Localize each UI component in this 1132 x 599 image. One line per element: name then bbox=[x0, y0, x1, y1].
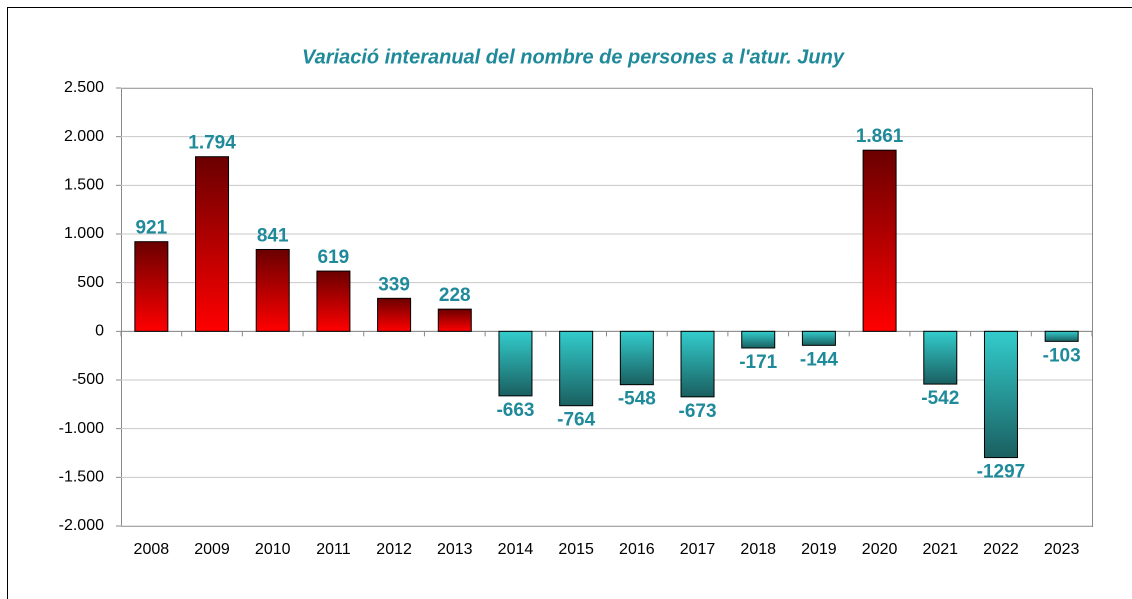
y-tick-label: 2.500 bbox=[64, 79, 104, 96]
y-tick-label: -2.000 bbox=[59, 517, 104, 534]
data-label: -663 bbox=[496, 400, 534, 421]
x-tick-label: 2009 bbox=[194, 541, 230, 558]
x-tick-label: 2014 bbox=[498, 541, 534, 558]
bar bbox=[801, 330, 836, 346]
data-label: 1.794 bbox=[188, 133, 236, 154]
x-tick-label: 2015 bbox=[558, 541, 594, 558]
data-label: 228 bbox=[439, 285, 471, 306]
x-tick-label: 2011 bbox=[316, 541, 351, 558]
x-tick-label: 2010 bbox=[255, 541, 291, 558]
data-label: 619 bbox=[318, 247, 350, 268]
x-tick-label: 2020 bbox=[862, 541, 898, 558]
bar bbox=[741, 330, 776, 349]
data-label: -542 bbox=[921, 388, 959, 409]
bar bbox=[255, 248, 290, 332]
y-tick-label: 0 bbox=[95, 323, 104, 340]
x-tick-label: 2018 bbox=[740, 541, 776, 558]
bar bbox=[437, 308, 472, 332]
y-tick-label: -500 bbox=[72, 371, 104, 388]
data-label: 921 bbox=[135, 218, 167, 239]
y-tick-label: 2.000 bbox=[64, 128, 104, 145]
data-label: -1297 bbox=[977, 462, 1026, 483]
data-label: -673 bbox=[679, 401, 717, 422]
bar bbox=[619, 330, 654, 386]
y-tick-label: 1.500 bbox=[64, 177, 104, 194]
chart-title: Variació interanual del nombre de person… bbox=[302, 46, 845, 68]
bar bbox=[134, 241, 169, 332]
y-tick-label: -1.500 bbox=[59, 469, 104, 486]
data-label: 1.861 bbox=[856, 126, 904, 147]
x-tick-label: 2021 bbox=[922, 541, 958, 558]
x-tick-label: 2013 bbox=[437, 541, 473, 558]
y-tick-label: 1.000 bbox=[64, 225, 104, 242]
data-label: -764 bbox=[557, 410, 595, 431]
x-tick-label: 2019 bbox=[801, 541, 837, 558]
data-label: 841 bbox=[257, 225, 289, 246]
bar bbox=[498, 330, 533, 397]
bar bbox=[1044, 330, 1079, 342]
bar bbox=[923, 330, 958, 385]
bar bbox=[680, 330, 715, 398]
bar bbox=[862, 149, 897, 332]
data-label: -548 bbox=[618, 389, 656, 410]
x-tick-label: 2023 bbox=[1044, 541, 1080, 558]
bar bbox=[195, 156, 230, 332]
x-tick-label: 2008 bbox=[134, 541, 170, 558]
data-label: -171 bbox=[739, 352, 777, 373]
bar bbox=[983, 330, 1018, 459]
bar bbox=[377, 297, 412, 332]
data-label: -103 bbox=[1043, 345, 1081, 366]
x-tick-label: 2012 bbox=[376, 541, 412, 558]
bar bbox=[559, 330, 594, 407]
x-tick-label: 2017 bbox=[680, 541, 716, 558]
data-label: -144 bbox=[800, 349, 838, 370]
data-label: 339 bbox=[378, 274, 410, 295]
y-tick-label: 500 bbox=[77, 274, 104, 291]
x-tick-label: 2022 bbox=[983, 541, 1019, 558]
y-tick-label: -1.000 bbox=[59, 420, 104, 437]
x-tick-label: 2016 bbox=[619, 541, 655, 558]
bar bbox=[316, 270, 351, 332]
